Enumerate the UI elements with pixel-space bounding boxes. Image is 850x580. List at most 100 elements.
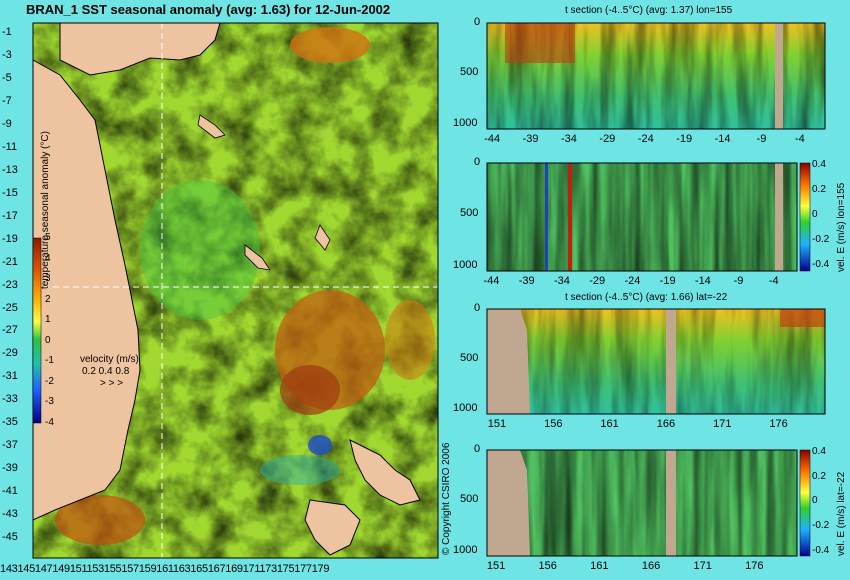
x-tick-label: -14 [714,133,731,145]
sst-colorbar [32,237,42,424]
lon-tick-label: 151 [69,563,87,575]
panel2-colorbar [799,162,811,272]
depth-tick-label: 1000 [453,258,478,271]
lat-tick-label: -3 [2,48,12,61]
depth-tick-label: 1000 [453,543,478,556]
velocity-colorbar-tick: 0.2 [812,470,826,482]
velocity-colorbar-tick: -0.4 [812,544,830,556]
lat-tick-label: -13 [2,163,18,176]
lon-tick-label: 161 [156,563,173,575]
lat-tick-label: -1 [2,26,12,38]
depth-tick-label: 0 [474,156,481,168]
lat-tick-label: -29 [2,347,18,360]
x-tick-label: -4 [768,275,779,287]
depth-tick-label: 0 [474,443,481,455]
lon-tick-label: 157 [121,563,139,575]
lon-tick-label: 165 [190,563,208,575]
x-tick-label: -9 [733,275,744,287]
x-tick-label: 151 [486,560,506,572]
lon-tick-label: 163 [172,563,191,575]
lat-tick-label: -19 [2,232,18,245]
lat-tick-label: -37 [2,439,18,452]
newzealand-land [349,439,421,506]
panel2-colorbar-label: vel. E (m/s) lon=155 [836,182,847,272]
x-tick-label: -44 [483,275,500,287]
x-tick-label: -24 [624,275,641,287]
depth-tick-label: 500 [460,207,479,220]
depth-tick-label: 1000 [453,116,478,129]
sst-colorbar-tick: 2 [45,293,51,305]
sst-colorbar-tick: 3 [45,273,51,284]
x-tick-label: 166 [656,418,676,430]
lon-tick-label: 173 [259,563,277,575]
lon-tick-labels: 1431451471491511531551571591611631651671… [0,563,440,575]
depth-tick-label: 500 [460,352,479,364]
velocity-colorbar-tick: 0 [812,495,818,507]
lat-tick-label: -5 [2,71,12,84]
sst-colorbar-tick: 0 [45,334,51,346]
x-tick-label: -44 [484,133,501,145]
x-tick-label: 161 [590,560,609,572]
lat-tick-label: -11 [2,140,18,153]
x-tick-label: -19 [676,133,693,145]
lat-tick-label: -43 [2,508,18,521]
lon-tick-label: 159 [138,563,157,575]
velocity-colorbar-tick: 0.4 [812,159,826,170]
x-tick-label: 176 [769,418,788,430]
velocity-legend-values: 0.2 0.4 0.8 [82,366,130,377]
depth-tick-label: 0 [474,302,481,314]
x-tick-label: 176 [745,560,764,572]
x-tick-label: 156 [544,418,563,430]
lat-tick-label: -45 [2,531,18,544]
x-tick-label: -39 [518,275,535,287]
lat-tick-label: -7 [2,94,12,107]
lon-tick-label: 149 [52,563,70,575]
x-tick-label: 156 [538,560,557,572]
panel4-colorbar-label: vel. E (m/s) lat=-22 [836,471,847,556]
depth-tick-label: 500 [460,493,479,506]
lat-tick-label: -33 [2,393,18,406]
lon-tick-label: 171 [242,563,260,575]
lat-tick-label: -9 [2,117,12,130]
sst-colorbar-tick: -3 [45,396,54,407]
x-tick-label: -4 [794,133,805,145]
lat-tick-label: -23 [2,278,18,291]
lon-tick-label: 153 [86,563,104,575]
x-tick-label: 171 [713,418,732,430]
x-tick-label: -14 [694,275,711,287]
x-tick-label: 151 [487,418,507,430]
lat-tick-label: -21 [2,255,18,268]
x-tick-label: -29 [599,133,616,145]
lon-tick-label: 147 [34,563,53,575]
panel4-colorbar [799,449,811,557]
x-tick-label: 171 [693,560,712,572]
main-map-title: BRAN_1 SST seasonal anomaly (avg: 1.63) … [26,2,391,17]
x-tick-label: -39 [522,133,539,145]
panel1-title: t section (-4..5°C) (avg: 1.37) lon=155 [565,5,733,16]
depth-tick-label: 500 [460,66,479,79]
velocity-colorbar-tick: -0.2 [812,519,830,531]
lon-tick-label: 169 [225,563,243,575]
velocity-colorbar-tick: -0.2 [812,234,830,246]
x-tick-label: -9 [756,133,767,145]
velocity-legend-title: velocity (m/s) [80,354,139,365]
x-tick-label: -19 [659,275,676,287]
lon-tick-label: 155 [103,563,122,575]
velocity-colorbar-tick: 0.4 [812,446,826,457]
depth-tick-label: 0 [474,16,481,28]
sst-colorbar-tick: -1 [45,355,54,366]
velocity-colorbar-tick: -0.4 [812,259,830,271]
velocity-colorbar-tick: 0 [812,209,818,221]
lat-tick-label: -27 [2,324,18,337]
x-tick-label: 166 [641,560,661,572]
lat-tick-label: -31 [2,370,18,383]
lon-tick-label: 179 [311,563,330,575]
x-tick-label: -34 [554,275,570,287]
lat-tick-label: -15 [2,186,18,199]
sst-colorbar-tick: -4 [45,416,54,428]
sst-colorbar-tick: 5 [45,232,51,243]
lat-tick-label: -25 [2,301,18,314]
lon-tick-text: 1431451471491511531551571591611631651671… [0,563,329,575]
